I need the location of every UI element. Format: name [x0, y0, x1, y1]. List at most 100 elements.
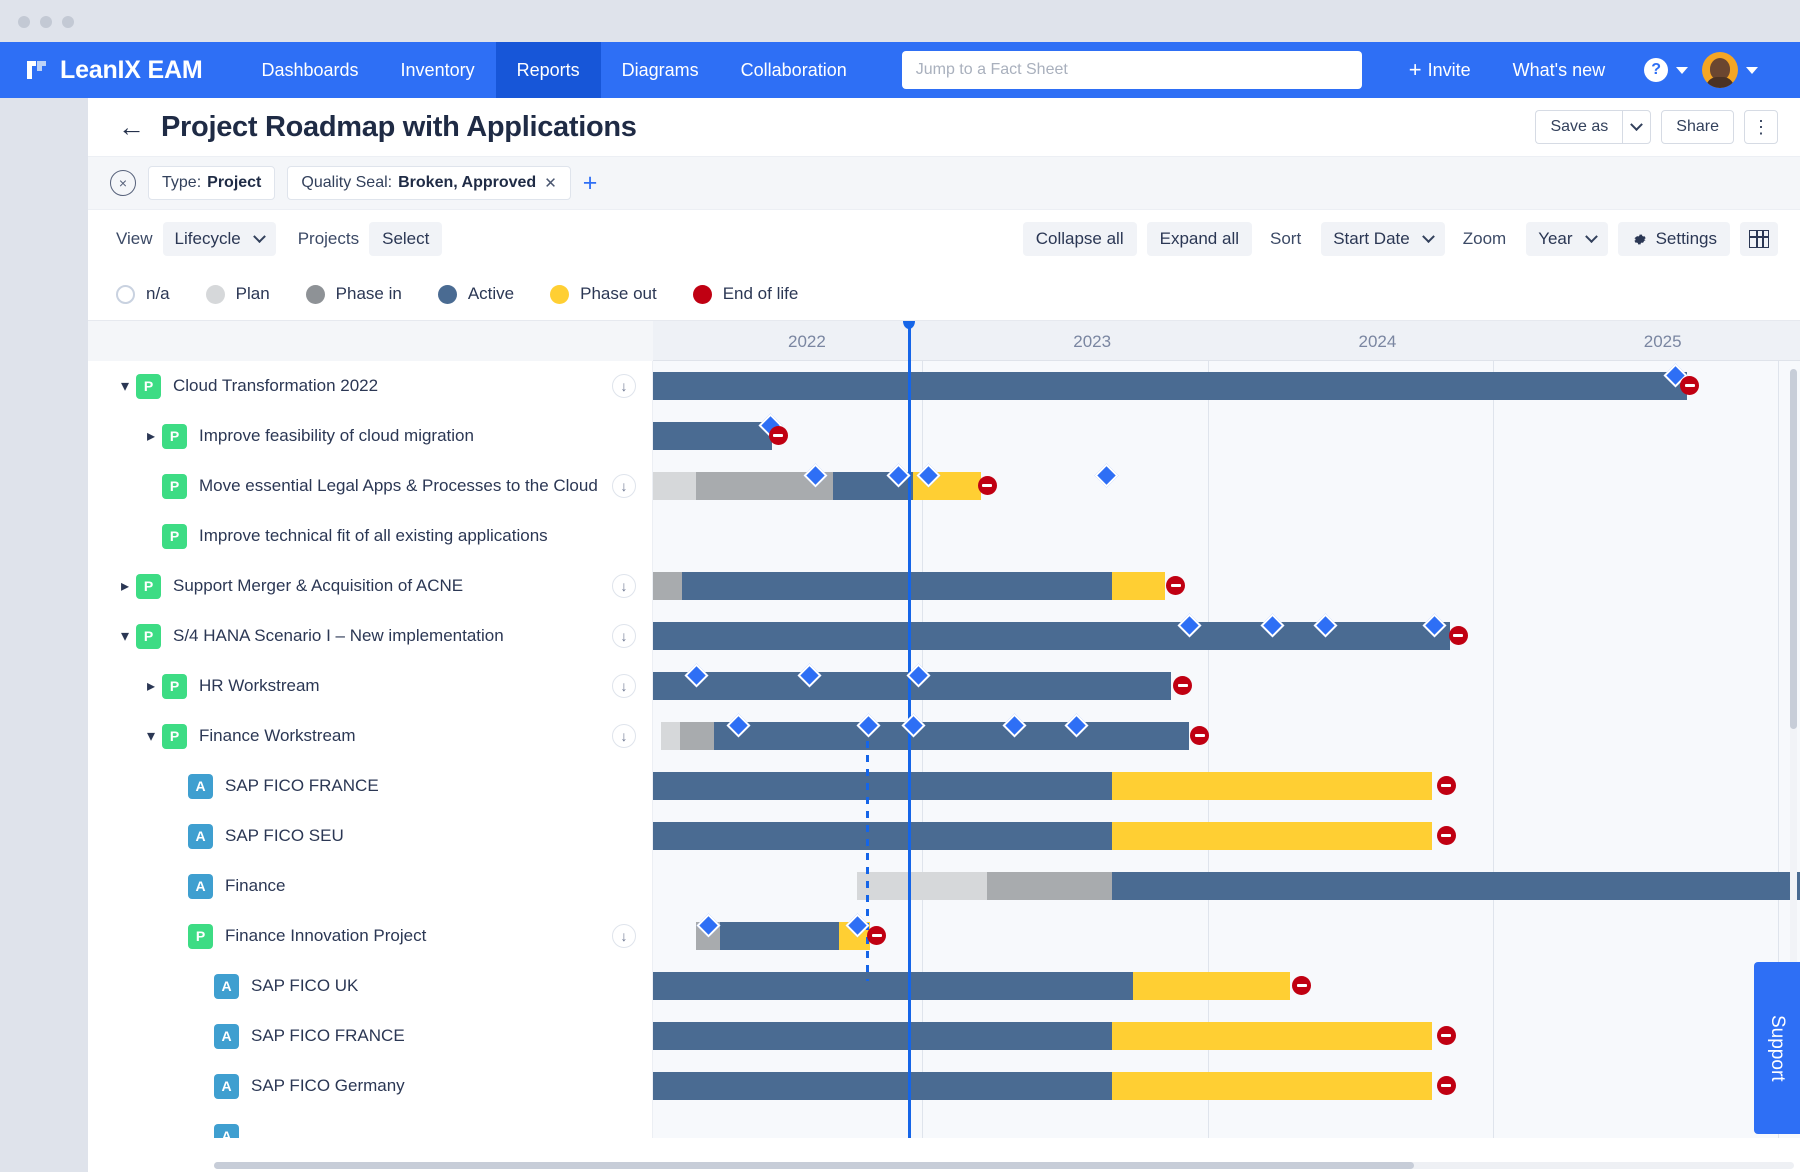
gantt-bar-segment[interactable] [1111, 1022, 1433, 1050]
end-of-life-icon[interactable] [1680, 376, 1700, 395]
milestone-diamond-icon[interactable] [1094, 463, 1119, 488]
gantt-bar-segment[interactable] [660, 722, 680, 750]
gantt-bar[interactable] [637, 972, 1290, 1000]
gantt-bar[interactable] [696, 922, 870, 950]
gantt-tree-row[interactable]: P Move essential Legal Apps & Processes t… [88, 461, 652, 511]
today-marker-handle[interactable] [902, 321, 915, 329]
end-of-life-icon[interactable] [1173, 676, 1193, 695]
chevron-down-icon[interactable]: ▾ [120, 628, 130, 645]
end-of-life-icon[interactable] [1292, 976, 1312, 995]
filter-chip-type[interactable]: Type: Project [148, 166, 276, 200]
gantt-bar-segment[interactable] [720, 922, 839, 950]
chevron-right-icon[interactable]: ▸ [146, 678, 156, 695]
gantt-bar-segment[interactable] [637, 1022, 1112, 1050]
nav-item-diagrams[interactable]: Diagrams [621, 59, 699, 80]
gantt-tree-row[interactable]: A Finance [88, 861, 652, 911]
gantt-bar-segment[interactable] [1111, 872, 1800, 900]
add-filter-button[interactable]: + [582, 168, 598, 197]
view-select[interactable]: Lifecycle [162, 222, 276, 256]
gantt-bar-segment[interactable] [1111, 772, 1433, 800]
gantt-bar-segment[interactable] [1133, 972, 1290, 1000]
gantt-bar-segment[interactable] [637, 422, 773, 450]
expand-children-icon[interactable]: ↓ [612, 574, 636, 598]
gantt-tree-row[interactable]: P Improve technical fit of all existing a… [88, 511, 652, 561]
gantt-bar-segment[interactable] [682, 572, 1112, 600]
end-of-life-icon[interactable] [1448, 626, 1468, 645]
legend-item-end-of-life[interactable]: End of life [692, 284, 798, 304]
projects-select-button[interactable]: Select [369, 222, 443, 256]
save-as-dropdown-button[interactable] [1622, 110, 1652, 144]
expand-children-icon[interactable]: ↓ [612, 374, 636, 398]
clear-filters-button[interactable]: × [110, 170, 136, 196]
chevron-down-icon[interactable]: ▾ [146, 728, 156, 745]
gantt-bar[interactable] [637, 422, 773, 450]
gantt-bar[interactable] [637, 1022, 1433, 1050]
nav-item-dashboards[interactable]: Dashboards [261, 59, 359, 80]
filter-chip-quality-seal[interactable]: Quality Seal: Broken, Approved ✕ [287, 166, 571, 200]
expand-children-icon[interactable]: ↓ [612, 474, 636, 498]
legend-item-active[interactable]: Active [437, 284, 514, 304]
chevron-right-icon[interactable]: ▸ [146, 428, 156, 445]
table-view-button[interactable] [1740, 222, 1778, 256]
support-tab[interactable]: Support [1754, 962, 1800, 1134]
gantt-tree-row[interactable]: ▾ P S/4 HANA Scenario I – New implementati… [88, 611, 652, 661]
gantt-tree-row[interactable]: ▸ P Support Merger & Acquisition of ACNE ↓ [88, 561, 652, 611]
gantt-bar[interactable] [637, 672, 1171, 700]
end-of-life-icon[interactable] [1436, 1026, 1456, 1045]
gantt-tree-row[interactable]: ▾ P Cloud Transformation 2022 ↓ [88, 361, 652, 411]
gantt-bar-segment[interactable] [637, 672, 1171, 700]
gantt-tree-row[interactable]: A SAP FICO SEU [88, 811, 652, 861]
gantt-bar[interactable] [637, 822, 1433, 850]
window-minimize-dot[interactable] [40, 16, 52, 28]
gantt-tree-row[interactable]: A SAP FICO Germany [88, 1061, 652, 1111]
gantt-bar-segment[interactable] [714, 722, 1189, 750]
gantt-tree-row[interactable]: ▸ P Improve feasibility of cloud migration [88, 411, 652, 461]
window-maximize-dot[interactable] [62, 16, 74, 28]
gantt-bar[interactable] [856, 872, 1800, 900]
brand[interactable]: LeanIX EAM [24, 56, 203, 85]
whats-new-button[interactable]: What's new [1512, 59, 1606, 80]
gantt-bar[interactable] [637, 1072, 1433, 1100]
end-of-life-icon[interactable] [867, 926, 887, 945]
gantt-bar-segment[interactable] [637, 822, 1112, 850]
search-input[interactable] [901, 51, 1362, 89]
legend-item-phase-out[interactable]: Phase out [550, 284, 657, 304]
gantt-bar[interactable] [637, 372, 1688, 400]
expand-children-icon[interactable]: ↓ [612, 674, 636, 698]
gantt-bar-segment[interactable] [637, 772, 1112, 800]
gantt-bar-segment[interactable] [1111, 1072, 1433, 1100]
gantt-tree-row[interactable]: P Finance Innovation Project ↓ [88, 911, 652, 961]
expand-children-icon[interactable]: ↓ [612, 724, 636, 748]
gantt-bar-segment[interactable] [637, 972, 1133, 1000]
expand-all-button[interactable]: Expand all [1146, 222, 1252, 256]
legend-item-plan[interactable]: Plan [205, 284, 270, 304]
vertical-scrollbar[interactable] [1790, 369, 1797, 1089]
gantt-tree-row[interactable]: A SAP FICO FRANCE [88, 761, 652, 811]
gantt-tree-row[interactable]: A SAP FICO FRANCE [88, 1011, 652, 1061]
gantt-bar[interactable] [637, 772, 1433, 800]
zoom-select[interactable]: Year [1526, 222, 1608, 256]
end-of-life-icon[interactable] [1436, 1076, 1456, 1095]
expand-children-icon[interactable]: ↓ [612, 624, 636, 648]
chevron-right-icon[interactable]: ▸ [120, 578, 130, 595]
chevron-down-icon[interactable]: ▾ [120, 378, 130, 395]
legend-item-na[interactable]: n/a [116, 284, 170, 304]
end-of-life-icon[interactable] [1436, 826, 1456, 845]
gantt-tree-row[interactable]: ▸ P HR Workstream ↓ [88, 661, 652, 711]
nav-item-reports[interactable]: Reports [495, 42, 601, 98]
sort-select[interactable]: Start Date [1321, 222, 1445, 256]
save-as-button[interactable]: Save as [1535, 110, 1623, 144]
horizontal-scrollbar-thumb[interactable] [214, 1162, 1414, 1169]
gantt-bar-segment[interactable] [856, 872, 988, 900]
gantt-bar-segment[interactable] [679, 722, 715, 750]
gantt-bar-segment[interactable] [1111, 822, 1433, 850]
gantt-bar-segment[interactable] [987, 872, 1112, 900]
collapse-all-button[interactable]: Collapse all [1022, 222, 1137, 256]
invite-button[interactable]: + Invite [1388, 42, 1492, 98]
end-of-life-icon[interactable] [1190, 726, 1210, 745]
end-of-life-icon[interactable] [768, 426, 788, 445]
gantt-tree-row[interactable]: A [88, 1111, 652, 1138]
user-menu-button[interactable] [1702, 52, 1759, 88]
gantt-tree-row[interactable]: A SAP FICO UK [88, 961, 652, 1011]
nav-item-inventory[interactable]: Inventory [400, 59, 475, 80]
